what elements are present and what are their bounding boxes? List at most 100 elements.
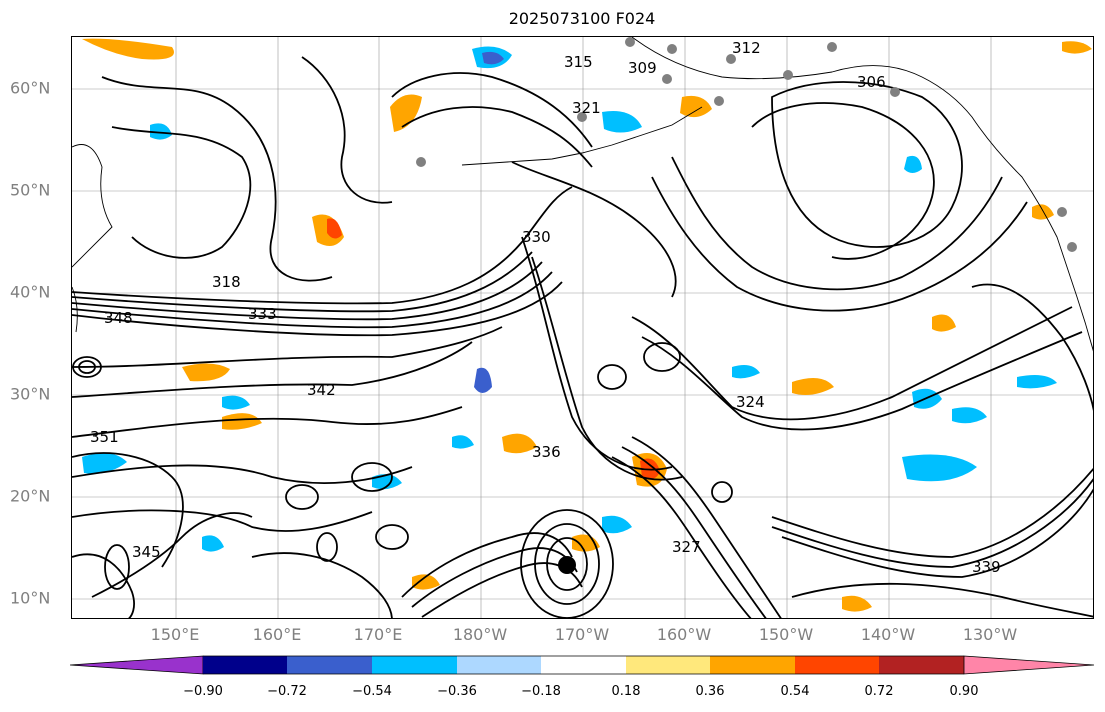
storm-center-marker xyxy=(558,556,576,574)
station-dot xyxy=(726,54,736,64)
contour-line xyxy=(301,56,393,204)
station-dot xyxy=(667,44,677,54)
patch-blue xyxy=(372,474,402,490)
colorbar-tick: 0.54 xyxy=(780,684,810,699)
colorbar-segment xyxy=(541,656,626,674)
lat-label: 60°N xyxy=(10,78,51,98)
contour-line xyxy=(511,161,677,298)
station-dot xyxy=(827,42,837,52)
patch-orange xyxy=(572,534,600,552)
contour-line xyxy=(72,341,473,398)
colorbar-tick: 0.72 xyxy=(864,684,894,699)
colorbar-tick: −0.18 xyxy=(521,684,561,699)
contour-label: 339 xyxy=(972,558,1001,576)
lon-label: 160°W xyxy=(656,625,712,644)
contour-label: 318 xyxy=(212,273,241,291)
contour-line xyxy=(72,406,463,438)
contour-line xyxy=(641,331,1083,431)
colorbar-segment xyxy=(457,656,541,674)
contour-label: 342 xyxy=(307,381,336,399)
station-markers xyxy=(416,37,1077,252)
contour-line xyxy=(72,464,413,484)
lon-label: 180°W xyxy=(452,625,508,644)
lon-label: 170°E xyxy=(353,625,403,644)
patch-orange xyxy=(1032,204,1054,220)
contour-ring xyxy=(534,523,600,605)
station-dot xyxy=(625,37,635,47)
contour-ring xyxy=(546,537,588,591)
lon-label: 170°W xyxy=(554,625,610,644)
lat-label: 20°N xyxy=(10,486,51,506)
station-dot xyxy=(662,74,672,84)
contour-line xyxy=(391,72,593,148)
station-dot xyxy=(783,70,793,80)
patch-orange xyxy=(82,38,174,60)
station-dot xyxy=(890,87,900,97)
contours xyxy=(72,56,1093,618)
contour-line xyxy=(791,582,1093,618)
colorbar-segment xyxy=(626,656,710,674)
coastlines xyxy=(72,37,1093,352)
colorbar-tick: −0.90 xyxy=(183,684,223,699)
station-dot xyxy=(714,96,724,106)
contour-label: 324 xyxy=(736,393,765,411)
contour-line xyxy=(781,488,1093,578)
patch-orange xyxy=(842,595,872,612)
coast-alaska xyxy=(631,37,1093,352)
contour-ring xyxy=(597,364,627,390)
contour-ring xyxy=(643,342,681,372)
contour-line xyxy=(72,553,135,618)
contour-label: 306 xyxy=(857,73,886,91)
shaded-field xyxy=(82,38,1092,612)
contour-ring xyxy=(78,360,96,374)
contour-line xyxy=(671,156,1003,291)
contour-line xyxy=(631,436,782,618)
contour-line xyxy=(971,283,1093,411)
colorbar-tick: −0.72 xyxy=(267,684,307,699)
colorbar-tick: −0.54 xyxy=(352,684,392,699)
contour-line xyxy=(771,478,1093,568)
patch-blue xyxy=(602,111,642,133)
contour-line xyxy=(72,281,563,337)
lat-label: 10°N xyxy=(10,588,51,608)
contour-line xyxy=(72,326,503,368)
patch-blue xyxy=(452,435,474,449)
contour-line xyxy=(111,126,252,259)
lon-label: 150°E xyxy=(150,625,200,644)
patch-orange xyxy=(932,314,956,332)
lat-label: 30°N xyxy=(10,384,51,404)
contour-line xyxy=(771,467,1093,558)
colorbar xyxy=(70,655,1095,675)
patch-blue xyxy=(602,515,632,534)
contour-label: 348 xyxy=(104,309,133,327)
colorbar-segment xyxy=(795,656,879,674)
patch-orange xyxy=(390,94,422,132)
contour-label: 330 xyxy=(522,228,551,246)
colorbar-tick: 0.18 xyxy=(611,684,641,699)
map-svg: 312 315 318 321 324 327 330 333 336 339 … xyxy=(72,37,1093,618)
colorbar-tick: −0.36 xyxy=(437,684,477,699)
patch-orange xyxy=(182,363,230,382)
patch-orange xyxy=(502,433,537,454)
contour-label: 345 xyxy=(132,543,161,561)
colorbar-segment xyxy=(710,656,795,674)
contour-line xyxy=(72,186,573,305)
contour-label: 309 xyxy=(628,59,657,77)
contour-line xyxy=(72,251,533,313)
contour-line xyxy=(421,562,583,618)
contour-line xyxy=(621,446,767,618)
contour-label: 333 xyxy=(248,305,277,323)
contour-label: 327 xyxy=(672,538,701,556)
coast-aleutians xyxy=(461,106,703,166)
patch-orange xyxy=(412,574,440,590)
map-panel: 312 315 318 321 324 327 330 333 336 339 … xyxy=(71,36,1094,619)
patch-red xyxy=(327,218,342,239)
contour-line xyxy=(72,261,543,321)
contour-line xyxy=(771,81,963,248)
colorbar-tick: 0.36 xyxy=(695,684,725,699)
contour-ring xyxy=(285,484,319,510)
contour-line xyxy=(531,256,683,481)
patch-darkblue xyxy=(482,51,504,65)
contour-line xyxy=(631,306,1073,421)
contour-label: 351 xyxy=(90,428,119,446)
